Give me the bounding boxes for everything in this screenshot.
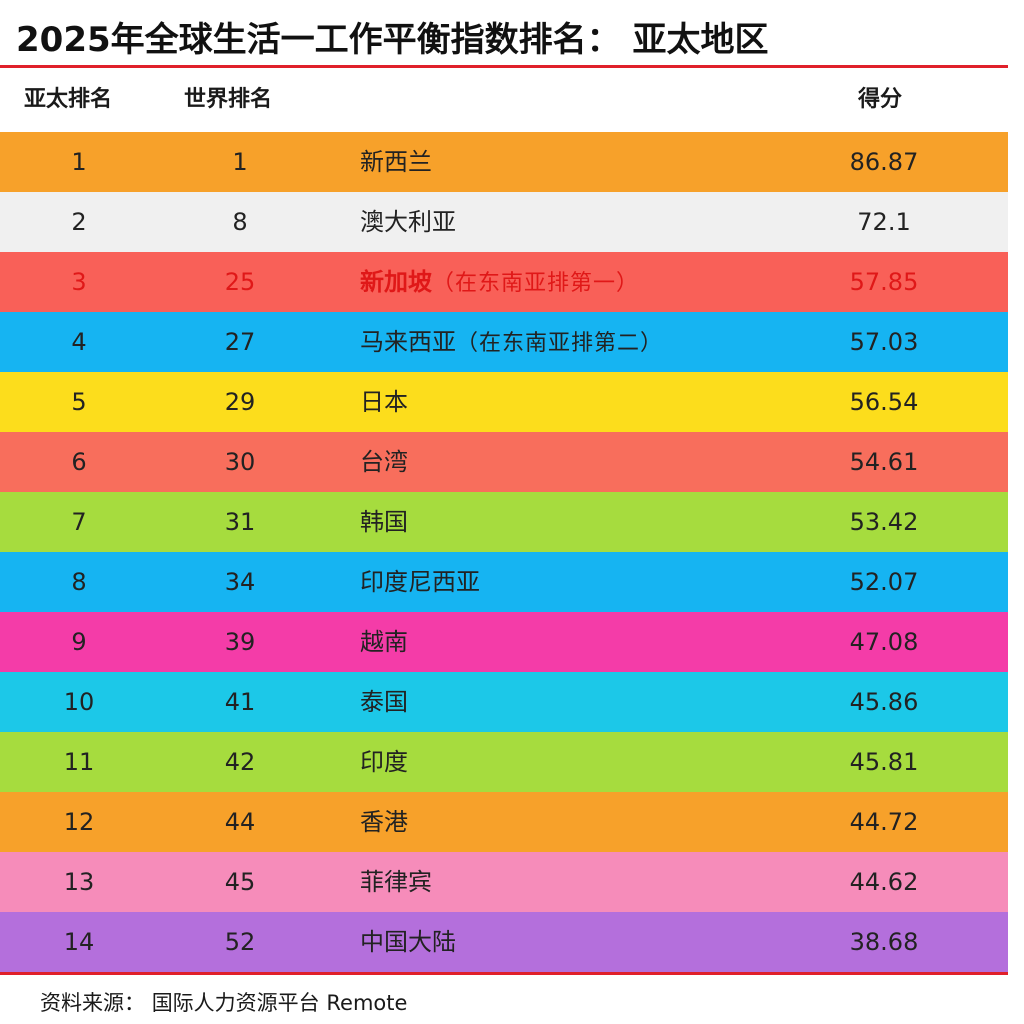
score-cell: 44.72 xyxy=(849,808,919,836)
world-rank-cell: 45 xyxy=(224,868,256,896)
world-rank-cell: 25 xyxy=(224,268,256,296)
country-note: （在东南亚排第二） xyxy=(456,331,664,356)
region-rank-cell: 12 xyxy=(63,808,95,836)
world-rank-cell: 39 xyxy=(224,628,256,656)
country-cell: 泰国 xyxy=(360,672,408,732)
country-cell: 菲律宾 xyxy=(360,852,432,912)
score-cell: 44.62 xyxy=(849,868,919,896)
header-region-rank: 亚太排名 xyxy=(24,87,113,112)
table-row: 5 29 日本 56.54 xyxy=(0,372,1008,432)
table-row: 7 31 韩国 53.42 xyxy=(0,492,1008,552)
country-name: 韩国 xyxy=(360,508,408,536)
table-row: 10 41 泰国 45.86 xyxy=(0,672,1008,732)
header-score: 得分 xyxy=(858,87,903,112)
table-header: 亚太排名 世界排名 得分 xyxy=(0,68,1008,132)
score-cell: 57.03 xyxy=(849,328,919,356)
table-row: 8 34 印度尼西亚 52.07 xyxy=(0,552,1008,612)
world-rank-cell: 34 xyxy=(224,568,256,596)
table-row: 9 39 越南 47.08 xyxy=(0,612,1008,672)
source-latin: Remote xyxy=(326,991,408,1015)
table-row: 12 44 香港 44.72 xyxy=(0,792,1008,852)
region-rank-cell: 8 xyxy=(71,568,87,596)
score-cell: 47.08 xyxy=(849,628,919,656)
score-cell: 38.68 xyxy=(849,928,919,956)
country-name: 香港 xyxy=(360,808,408,836)
country-cell: 马来西亚（在东南亚排第二） xyxy=(360,312,663,372)
score-cell: 53.42 xyxy=(849,508,919,536)
region-rank-cell: 10 xyxy=(63,688,95,716)
source-label: 资料来源： xyxy=(40,991,145,1015)
table-row: 14 52 中国大陆 38.68 xyxy=(0,912,1008,972)
page-title: 2025年全球生活一工作平衡指数排名： 亚太地区 xyxy=(16,20,769,60)
table-row: 1 1 新西兰 86.87 xyxy=(0,132,1008,192)
region-rank-cell: 5 xyxy=(71,388,87,416)
country-name: 马来西亚 xyxy=(360,328,456,356)
score-cell: 45.86 xyxy=(849,688,919,716)
region-rank-cell: 3 xyxy=(71,268,87,296)
country-name: 澳大利亚 xyxy=(360,208,456,236)
world-rank-cell: 8 xyxy=(232,208,248,236)
world-rank-cell: 44 xyxy=(224,808,256,836)
ranking-table-body: 1 1 新西兰 86.87 2 8 澳大利亚 72.1 3 25 新加坡（在东南亚排第一） 57.85… xyxy=(0,132,1008,972)
world-rank-cell: 42 xyxy=(224,748,256,776)
country-cell: 中国大陆 xyxy=(360,912,456,972)
country-name: 越南 xyxy=(360,628,408,656)
country-cell: 澳大利亚 xyxy=(360,192,456,252)
region-rank-cell: 2 xyxy=(71,208,87,236)
table-row: 11 42 印度 45.81 xyxy=(0,732,1008,792)
country-cell: 越南 xyxy=(360,612,408,672)
region-rank-cell: 14 xyxy=(63,928,95,956)
header-world-rank: 世界排名 xyxy=(184,87,273,112)
world-rank-cell: 27 xyxy=(224,328,256,356)
country-cell: 日本 xyxy=(360,372,408,432)
country-name: 新加坡 xyxy=(360,268,432,296)
score-cell: 52.07 xyxy=(849,568,919,596)
world-rank-cell: 1 xyxy=(232,148,248,176)
country-name: 台湾 xyxy=(360,448,408,476)
region-rank-cell: 7 xyxy=(71,508,87,536)
country-name: 新西兰 xyxy=(360,148,432,176)
country-name: 日本 xyxy=(360,388,408,416)
score-cell: 72.1 xyxy=(857,208,911,236)
country-cell: 新西兰 xyxy=(360,132,432,192)
region-rank-cell: 4 xyxy=(71,328,87,356)
world-rank-cell: 30 xyxy=(224,448,256,476)
bottom-divider xyxy=(0,972,1008,975)
world-rank-cell: 29 xyxy=(224,388,256,416)
top-divider xyxy=(0,65,1008,68)
source-text: 国际人力资源平台 xyxy=(151,991,320,1015)
region-rank-cell: 13 xyxy=(63,868,95,896)
region-rank-cell: 1 xyxy=(71,148,87,176)
country-note: （在东南亚排第一） xyxy=(432,271,640,296)
country-name: 菲律宾 xyxy=(360,868,432,896)
score-cell: 45.81 xyxy=(849,748,919,776)
country-cell: 香港 xyxy=(360,792,408,852)
country-cell: 新加坡（在东南亚排第一） xyxy=(360,252,639,312)
country-name: 中国大陆 xyxy=(360,928,456,956)
country-name: 印度尼西亚 xyxy=(360,568,480,596)
world-rank-cell: 31 xyxy=(224,508,256,536)
world-rank-cell: 52 xyxy=(224,928,256,956)
country-cell: 印度尼西亚 xyxy=(360,552,480,612)
table-row: 13 45 菲律宾 44.62 xyxy=(0,852,1008,912)
country-name: 印度 xyxy=(360,748,408,776)
table-row: 6 30 台湾 54.61 xyxy=(0,432,1008,492)
source-note: 资料来源： 国际人力资源平台 Remote xyxy=(40,986,407,1020)
score-cell: 54.61 xyxy=(849,448,919,476)
score-cell: 86.87 xyxy=(849,148,919,176)
table-row: 3 25 新加坡（在东南亚排第一） 57.85 xyxy=(0,252,1008,312)
region-rank-cell: 6 xyxy=(71,448,87,476)
region-rank-cell: 11 xyxy=(63,748,95,776)
world-rank-cell: 41 xyxy=(224,688,256,716)
score-cell: 56.54 xyxy=(849,388,919,416)
region-rank-cell: 9 xyxy=(71,628,87,656)
table-row: 2 8 澳大利亚 72.1 xyxy=(0,192,1008,252)
score-cell: 57.85 xyxy=(849,268,919,296)
country-cell: 韩国 xyxy=(360,492,408,552)
table-row: 4 27 马来西亚（在东南亚排第二） 57.03 xyxy=(0,312,1008,372)
country-cell: 台湾 xyxy=(360,432,408,492)
country-cell: 印度 xyxy=(360,732,408,792)
country-name: 泰国 xyxy=(360,688,408,716)
